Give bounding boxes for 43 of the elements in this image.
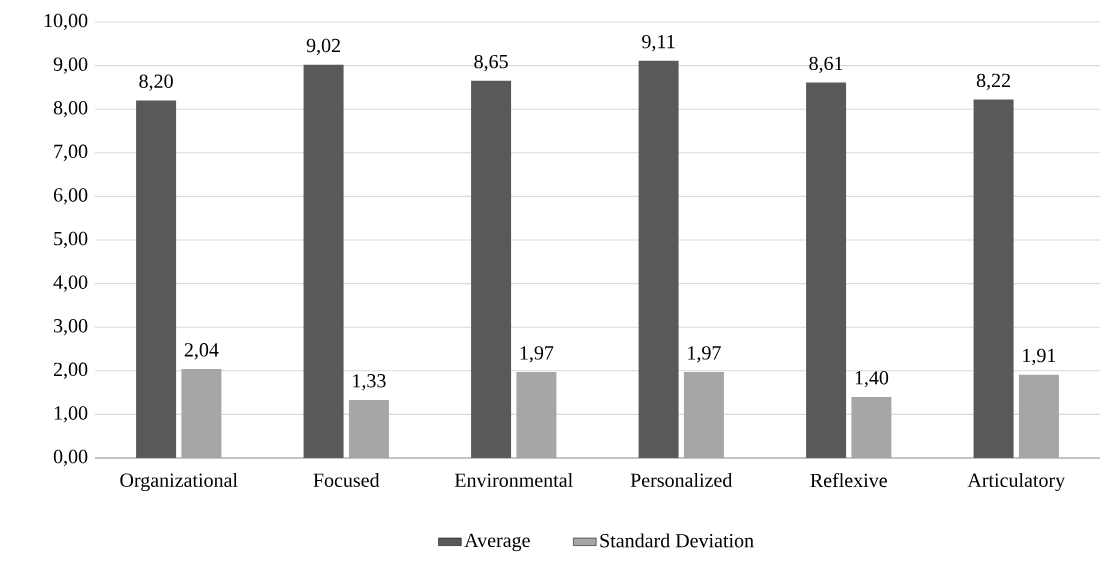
data-label: 1,33 <box>353 374 386 391</box>
data-label: 8,61 <box>809 56 843 73</box>
y-tick-label: 6,00 <box>53 188 88 205</box>
bar <box>973 99 1014 458</box>
x-tick-label: Organizational <box>120 472 238 492</box>
x-tick-label: Articulatory <box>967 472 1066 492</box>
bar <box>683 372 724 458</box>
y-tick-label: 10,00 <box>44 13 88 31</box>
bar <box>303 64 344 458</box>
y-tick-label: 7,00 <box>54 144 88 161</box>
y-tick-label: 0,00 <box>53 449 88 467</box>
y-tick-label: 5,00 <box>54 231 88 249</box>
bar <box>806 82 847 458</box>
data-label: 2,04 <box>184 343 219 360</box>
bar <box>348 400 389 458</box>
y-tick-label: 1,00 <box>54 406 88 423</box>
data-label: 1,97 <box>520 346 554 363</box>
data-label: 9,02 <box>306 38 340 56</box>
data-label: 8,20 <box>139 74 173 91</box>
y-tick-label: 3,00 <box>54 319 88 336</box>
bar <box>516 372 557 458</box>
data-label: 9,11 <box>642 34 675 52</box>
data-label: 8,22 <box>976 73 1010 91</box>
legend-label: Average <box>464 533 530 552</box>
legend-label: Standard Deviation <box>600 533 754 548</box>
y-tick-label: 8,00 <box>53 101 88 118</box>
bar <box>136 100 177 458</box>
data-label: 8,65 <box>474 54 508 72</box>
x-tick-label: Reflexive <box>810 472 887 488</box>
bar <box>851 396 892 458</box>
bar <box>638 60 679 458</box>
x-tick-label: Personalized <box>630 472 733 487</box>
data-label: 1,91 <box>1023 348 1056 366</box>
y-tick-label: 2,00 <box>53 362 88 379</box>
data-label: 1,97 <box>688 346 721 363</box>
x-tick-label: Focused <box>313 472 380 487</box>
bar <box>181 369 222 458</box>
data-label: 1,40 <box>855 370 889 388</box>
bar <box>471 80 512 458</box>
x-tick-label: Environmental <box>454 472 573 487</box>
bar <box>1018 374 1059 458</box>
y-tick-label: 4,00 <box>53 275 88 292</box>
y-tick-label: 9,00 <box>53 57 88 74</box>
